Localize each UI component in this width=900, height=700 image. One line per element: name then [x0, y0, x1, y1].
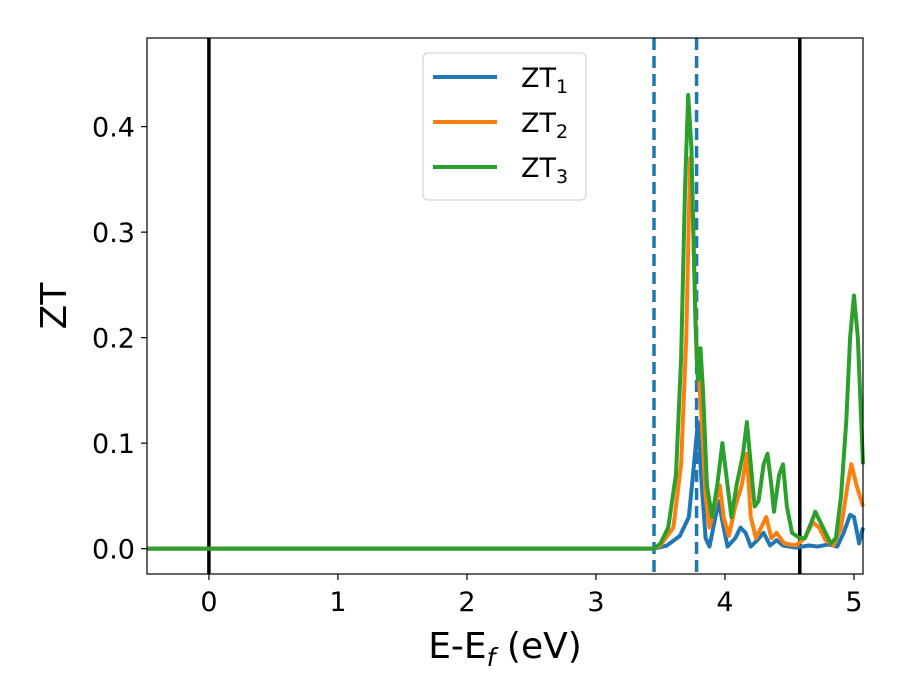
x-axis-label: E-Ef (eV) — [428, 626, 582, 672]
x-tick-label: 0 — [200, 587, 217, 618]
x-tick-label: 1 — [329, 587, 346, 618]
y-tick-label: 0.1 — [92, 429, 135, 460]
x-tick-label: 5 — [845, 587, 862, 618]
y-tick-label: 0.4 — [92, 113, 135, 144]
legend-label-zt2: ZT2 — [521, 108, 568, 143]
legend-label-zt3: ZT3 — [521, 153, 568, 188]
legend-label-zt1: ZT1 — [521, 63, 568, 98]
y-tick-label: 0.0 — [92, 535, 135, 566]
legend-box — [422, 52, 587, 201]
legend: ZT1 ZT2 ZT3 — [422, 52, 587, 201]
plot-frame — [146, 37, 864, 575]
x-tick-label: 2 — [458, 587, 475, 618]
series-layer — [147, 92, 865, 551]
y-tick-label: 0.3 — [92, 218, 135, 249]
series-line-zt3 — [147, 92, 865, 551]
x-tick-label: 3 — [587, 587, 604, 618]
x-axis-ticks: 0 1 2 3 4 5 — [200, 574, 863, 618]
reference-lines — [207, 38, 802, 574]
y-tick-label: 0.2 — [92, 324, 135, 355]
y-axis-ticks: 0.0 0.1 0.2 0.3 0.4 — [92, 113, 147, 566]
y-axis-label: ZT — [34, 282, 75, 330]
x-tick-label: 4 — [716, 587, 733, 618]
